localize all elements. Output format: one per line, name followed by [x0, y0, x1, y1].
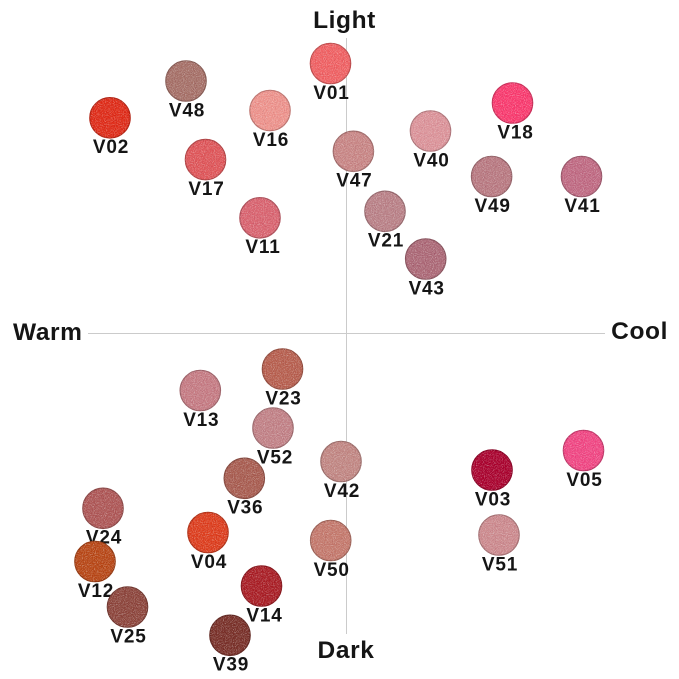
svg-text:Warm: Warm — [13, 319, 83, 346]
svg-text:V40: V40 — [413, 150, 449, 171]
svg-text:V05: V05 — [566, 470, 602, 491]
svg-text:V49: V49 — [474, 196, 510, 217]
svg-text:V25: V25 — [110, 626, 146, 647]
svg-text:Dark: Dark — [318, 637, 375, 664]
svg-text:V18: V18 — [497, 122, 533, 143]
svg-text:V39: V39 — [213, 655, 249, 676]
svg-text:V11: V11 — [245, 237, 280, 258]
svg-text:V21: V21 — [368, 231, 404, 252]
svg-text:V04: V04 — [191, 552, 227, 573]
svg-text:V51: V51 — [482, 554, 518, 575]
svg-text:V12: V12 — [78, 581, 114, 602]
svg-text:V50: V50 — [314, 560, 350, 581]
svg-text:V03: V03 — [475, 489, 511, 510]
svg-text:V13: V13 — [183, 410, 219, 431]
svg-text:V16: V16 — [253, 130, 289, 151]
svg-text:V23: V23 — [265, 388, 301, 409]
svg-text:V41: V41 — [564, 196, 600, 217]
svg-text:Light: Light — [313, 7, 376, 34]
svg-text:V42: V42 — [324, 481, 360, 502]
svg-text:V47: V47 — [336, 171, 372, 192]
svg-text:Cool: Cool — [611, 318, 668, 345]
svg-text:V43: V43 — [409, 278, 445, 299]
svg-text:V17: V17 — [188, 179, 224, 200]
svg-text:V52: V52 — [257, 447, 293, 468]
svg-text:V01: V01 — [313, 83, 349, 104]
svg-text:V36: V36 — [227, 498, 263, 519]
svg-text:V02: V02 — [93, 137, 129, 158]
svg-text:V48: V48 — [169, 100, 205, 121]
svg-text:V14: V14 — [246, 605, 282, 626]
